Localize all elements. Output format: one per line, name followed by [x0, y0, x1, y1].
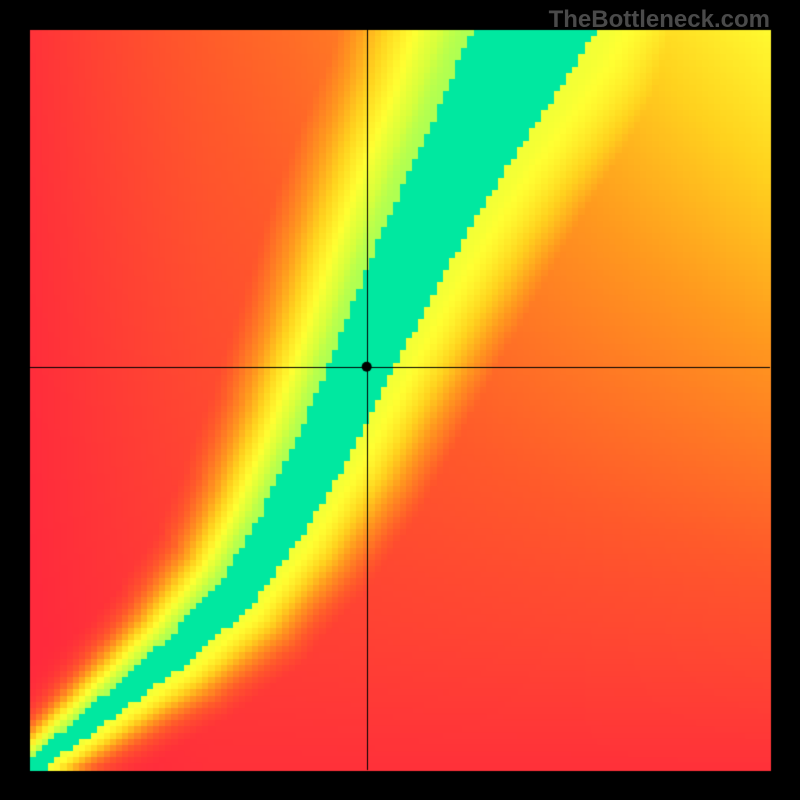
chart-container: TheBottleneck.com	[0, 0, 800, 800]
heatmap-canvas	[0, 0, 800, 800]
watermark-text: TheBottleneck.com	[549, 6, 770, 34]
